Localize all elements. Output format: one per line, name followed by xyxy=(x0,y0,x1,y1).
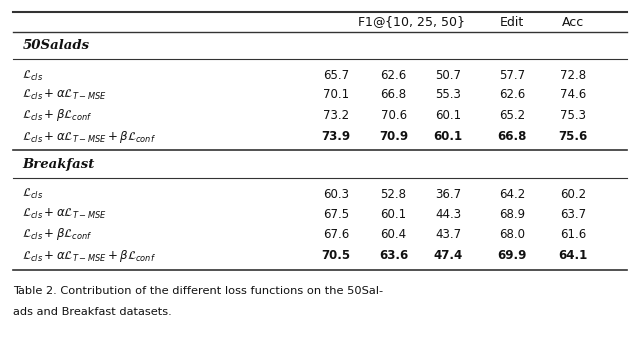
Text: 61.6: 61.6 xyxy=(559,228,586,241)
Text: ads and Breakfast datasets.: ads and Breakfast datasets. xyxy=(13,307,172,317)
Text: $\mathcal{L}_{cls} + \beta\mathcal{L}_{conf}$: $\mathcal{L}_{cls} + \beta\mathcal{L}_{c… xyxy=(22,107,93,123)
Text: 64.1: 64.1 xyxy=(558,249,588,262)
Text: $\mathcal{L}_{cls} + \alpha\mathcal{L}_{T-MSE}$: $\mathcal{L}_{cls} + \alpha\mathcal{L}_{… xyxy=(22,207,107,221)
Text: $\mathcal{L}_{cls} + \alpha\mathcal{L}_{T-MSE}$: $\mathcal{L}_{cls} + \alpha\mathcal{L}_{… xyxy=(22,88,107,102)
Text: 60.2: 60.2 xyxy=(560,187,586,201)
Text: 68.9: 68.9 xyxy=(499,207,525,221)
Text: 66.8: 66.8 xyxy=(381,88,406,101)
Text: 73.9: 73.9 xyxy=(321,130,351,144)
Text: 50.7: 50.7 xyxy=(435,69,461,82)
Text: 62.6: 62.6 xyxy=(380,69,407,82)
Text: $\mathcal{L}_{cls}$: $\mathcal{L}_{cls}$ xyxy=(22,68,44,82)
Text: 60.1: 60.1 xyxy=(435,108,461,122)
Text: $\mathcal{L}_{cls} + \alpha\mathcal{L}_{T-MSE} + \beta\mathcal{L}_{conf}$: $\mathcal{L}_{cls} + \alpha\mathcal{L}_{… xyxy=(22,129,156,145)
Text: 60.3: 60.3 xyxy=(323,187,349,201)
Text: $\mathcal{L}_{cls}$: $\mathcal{L}_{cls}$ xyxy=(22,187,44,201)
Text: 62.6: 62.6 xyxy=(499,88,525,101)
Text: Edit: Edit xyxy=(500,15,524,29)
Text: 63.7: 63.7 xyxy=(560,207,586,221)
Text: 70.6: 70.6 xyxy=(381,108,406,122)
Text: 60.4: 60.4 xyxy=(381,228,406,241)
Text: $\mathcal{L}_{cls} + \beta\mathcal{L}_{conf}$: $\mathcal{L}_{cls} + \beta\mathcal{L}_{c… xyxy=(22,226,93,243)
Text: 47.4: 47.4 xyxy=(433,249,463,262)
Text: 75.6: 75.6 xyxy=(558,130,588,144)
Text: 68.0: 68.0 xyxy=(499,228,525,241)
Text: 52.8: 52.8 xyxy=(381,187,406,201)
Text: Breakfast: Breakfast xyxy=(22,158,95,172)
Text: 63.6: 63.6 xyxy=(379,249,408,262)
Text: 70.5: 70.5 xyxy=(321,249,351,262)
Text: 73.2: 73.2 xyxy=(323,108,349,122)
Text: $\mathcal{L}_{cls} + \alpha\mathcal{L}_{T-MSE} + \beta\mathcal{L}_{conf}$: $\mathcal{L}_{cls} + \alpha\mathcal{L}_{… xyxy=(22,247,156,264)
Text: 72.8: 72.8 xyxy=(560,69,586,82)
Text: 70.1: 70.1 xyxy=(323,88,349,101)
Text: 66.8: 66.8 xyxy=(497,130,527,144)
Text: Table 2. Contribution of the different loss functions on the 50Sal-: Table 2. Contribution of the different l… xyxy=(13,286,383,296)
Text: 65.7: 65.7 xyxy=(323,69,349,82)
Text: 55.3: 55.3 xyxy=(435,88,461,101)
Text: 75.3: 75.3 xyxy=(560,108,586,122)
Text: 65.2: 65.2 xyxy=(499,108,525,122)
Text: 67.6: 67.6 xyxy=(323,228,349,241)
Text: 74.6: 74.6 xyxy=(559,88,586,101)
Text: 60.1: 60.1 xyxy=(433,130,463,144)
Text: 50Salads: 50Salads xyxy=(22,39,90,52)
Text: 69.9: 69.9 xyxy=(497,249,527,262)
Text: 70.9: 70.9 xyxy=(379,130,408,144)
Text: Acc: Acc xyxy=(562,15,584,29)
Text: 64.2: 64.2 xyxy=(499,187,525,201)
Text: 67.5: 67.5 xyxy=(323,207,349,221)
Text: 36.7: 36.7 xyxy=(435,187,461,201)
Text: 60.1: 60.1 xyxy=(381,207,406,221)
Text: F1@$\{$10, 25, 50$\}$: F1@$\{$10, 25, 50$\}$ xyxy=(357,14,465,30)
Text: 44.3: 44.3 xyxy=(435,207,461,221)
Text: 43.7: 43.7 xyxy=(435,228,461,241)
Text: 57.7: 57.7 xyxy=(499,69,525,82)
